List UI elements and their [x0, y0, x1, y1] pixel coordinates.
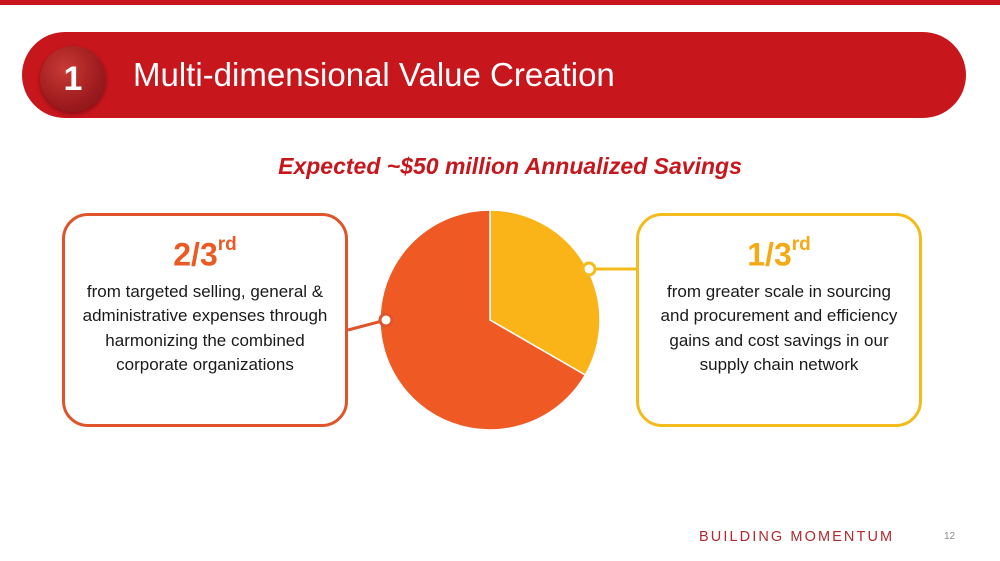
title-banner	[22, 32, 966, 118]
supply-chain-fraction: 1/3rd	[747, 234, 811, 273]
sga-description: from targeted selling, general & adminis…	[82, 281, 328, 375]
sga-fraction: 2/3rd	[173, 234, 237, 273]
right-connector-dot	[581, 261, 597, 277]
section-number-badge: 1	[40, 46, 106, 112]
pie-group	[379, 209, 601, 431]
page-number: 12	[944, 531, 956, 542]
savings-subtitle: Expected ~$50 million Annualized Savings	[278, 153, 742, 179]
supply-chain-savings-callout: 1/3rd from greater scale in sourcing and…	[636, 213, 922, 427]
pie-slice-2	[379, 209, 587, 431]
sga-savings-callout: 2/3rd from targeted selling, general & a…	[62, 213, 348, 427]
footer-brand: BUILDING MOMENTUM	[699, 529, 895, 545]
supply-chain-description: from greater scale in sourcing and procu…	[660, 281, 898, 375]
left-connector-dot	[378, 312, 394, 328]
slide-title: Multi-dimensional Value Creation	[133, 56, 615, 93]
top-accent-rule	[0, 0, 1000, 5]
